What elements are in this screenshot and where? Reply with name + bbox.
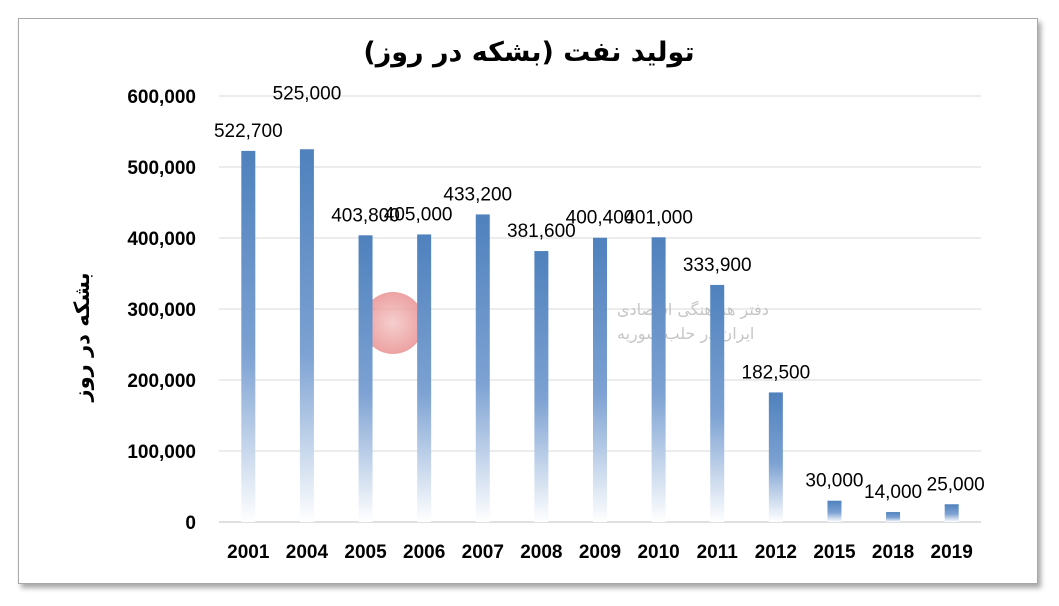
x-tick-label-2005: 2005 <box>344 542 387 563</box>
bar-2008 <box>534 251 549 522</box>
watermark-line-1: دفتر هماهنگی اقتصادی <box>617 300 769 320</box>
data-label-2012: 182,500 <box>742 362 811 383</box>
x-tick-label-2004: 2004 <box>286 542 329 563</box>
watermark-line-2: ایران در حلب سوریه <box>617 324 754 344</box>
y-axis-ticks: 0 100,000 200,000 300,000 400,000 500,000 600,… <box>127 87 196 534</box>
bar-2018 <box>886 512 901 522</box>
bar-2006 <box>417 234 432 522</box>
x-tick-label-2001: 2001 <box>227 542 270 563</box>
bar-2009 <box>593 237 607 522</box>
data-label-2018: 14,000 <box>864 482 922 503</box>
x-tick-label-2007: 2007 <box>462 542 504 563</box>
bar-2005 <box>358 235 373 522</box>
bar-2004 <box>299 149 314 522</box>
data-label-2008: 381,600 <box>507 221 576 242</box>
data-label-2005: 403,800 <box>331 205 400 226</box>
data-label-2011: 333,900 <box>683 255 752 276</box>
y-tick-label: 500,000 <box>127 158 196 179</box>
bar-2007 <box>475 214 490 523</box>
bar-2001 <box>241 150 256 522</box>
y-tick-label: 100,000 <box>127 442 196 463</box>
x-axis-ticks: 2001 2004 2005 2006 2007 2008 2009 2010 2011 2012… <box>227 542 973 563</box>
y-axis-label: بشکه در روز <box>70 273 94 403</box>
y-tick-label: 300,000 <box>127 300 196 321</box>
x-tick-label-2011: 2011 <box>697 542 739 563</box>
data-label-2006: 405,000 <box>384 204 453 225</box>
bars <box>241 149 959 523</box>
bar-2019 <box>944 504 959 522</box>
x-tick-label-2015: 2015 <box>813 542 856 563</box>
data-label-2019: 25,000 <box>927 474 985 495</box>
x-tick-label-2010: 2010 <box>637 542 679 563</box>
x-tick-label-2006: 2006 <box>403 542 445 563</box>
x-tick-label-2008: 2008 <box>520 542 562 563</box>
data-label-2004: 525,000 <box>273 83 342 104</box>
y-tick-label: 600,000 <box>127 87 196 108</box>
oil-production-chart: تولید نفت (بشکه در روز) بشکه در روز 0 100… <box>70 37 985 563</box>
x-tick-label-2019: 2019 <box>931 542 973 563</box>
bar-2010 <box>651 237 666 523</box>
x-tick-label-2009: 2009 <box>579 542 621 563</box>
bar-2011 <box>710 284 725 522</box>
data-label-2009: 400,400 <box>566 208 635 229</box>
data-label-2001: 522,700 <box>214 121 283 142</box>
bar-2015 <box>827 500 842 522</box>
y-tick-label: 0 <box>185 513 196 534</box>
watermark-emblem-icon <box>362 292 424 354</box>
x-tick-label-2012: 2012 <box>755 542 797 563</box>
data-label-2015: 30,000 <box>805 471 863 492</box>
chart-frame: تولید نفت (بشکه در روز) بشکه در روز 0 100… <box>18 18 1038 584</box>
data-label-2010: 401,000 <box>624 207 693 228</box>
x-tick-label-2018: 2018 <box>872 542 914 563</box>
y-tick-label: 400,000 <box>127 229 196 250</box>
bar-2012 <box>768 392 783 522</box>
data-label-2007: 433,200 <box>443 184 512 205</box>
y-tick-label: 200,000 <box>127 371 196 392</box>
chart-title: تولید نفت (بشکه در روز) <box>363 37 694 68</box>
